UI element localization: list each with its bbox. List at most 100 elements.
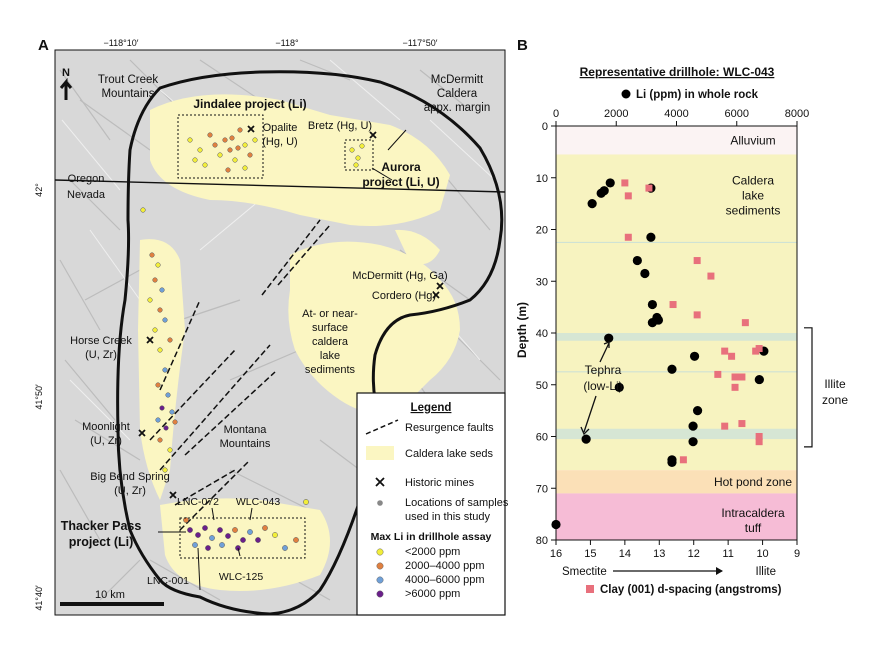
aurora-samples: [349, 143, 365, 168]
illite-zone-bracket: Illite zone: [804, 327, 848, 448]
bottom-tick-label: 16: [550, 548, 562, 560]
top-tick-label: 6000: [725, 108, 749, 120]
caldera-lake-seds: [138, 94, 460, 591]
clay-point: [693, 257, 701, 265]
illite-label-1: Illite: [824, 377, 846, 391]
tephra-label-1: Tephra: [585, 363, 622, 377]
mcdermitt-caldera-label-1: McDermitt: [431, 74, 484, 86]
legend-li-classes: <2000 ppm 2000–4000 ppm 4000–6000 ppm >6000…: [376, 546, 485, 600]
left-tick-1: 42°: [34, 183, 44, 197]
top-tick-3: −117°50′: [403, 38, 438, 48]
clay-point: [721, 422, 729, 430]
zone-label: Caldera: [732, 173, 774, 187]
lnc001-label: LNC-001: [147, 575, 189, 587]
li-point: [581, 434, 591, 444]
y-tick-label: 50: [536, 380, 548, 392]
tephra-arrow-down: [583, 395, 597, 433]
montana-label-2: Mountains: [220, 438, 271, 450]
zone-label: sediments: [726, 203, 781, 217]
panel-b-label: B: [517, 37, 528, 54]
top-tick-label: 2000: [604, 108, 628, 120]
axes: 0 10 20 30 40 50 60 70 80 0 2000 4000 6000 8000 16 15 14…: [536, 108, 809, 560]
tephra-band: [556, 333, 797, 341]
bottom-tick-label: 15: [584, 548, 596, 560]
illite-label-2: zone: [822, 393, 848, 407]
smectite-label: Smectite: [562, 566, 607, 578]
bottom-tick-label: 12: [688, 548, 700, 560]
y-axis-label: Depth (m): [515, 302, 529, 358]
tephra-annotation: Tephra (low-Li): [580, 341, 623, 436]
zone-band: [556, 126, 797, 155]
legend-lake-swatch: [366, 446, 394, 460]
clay-legend: Clay (001) d-spacing (angstroms): [600, 584, 782, 596]
clay-point: [755, 433, 763, 440]
y-tick-label: 30: [536, 276, 548, 288]
clay-point: [738, 420, 746, 428]
bottom-tick-label: 9: [794, 548, 800, 560]
tephra-label-2: (low-Li): [583, 379, 622, 393]
nevada-label: Nevada: [67, 189, 106, 201]
bottom-tick-label: 10: [756, 548, 768, 560]
legend-faults: Resurgence faults: [405, 422, 494, 434]
zone-label: tuff: [745, 521, 762, 535]
clay-point: [755, 345, 763, 353]
legend-lake: Caldera lake seds: [405, 448, 494, 460]
li-point: [646, 232, 656, 242]
clay-point: [728, 352, 736, 360]
horse-creek-label-2: (U, Zr): [85, 349, 117, 361]
legend-class-label: 2000–4000 ppm: [405, 560, 485, 572]
li-legend: Li (ppm) in whole rock: [636, 89, 759, 101]
illite-bracket-line: [804, 327, 813, 448]
wlc125-label: WLC-125: [219, 571, 264, 583]
panel-b: B Representative drillhole: WLC-043 Li (…: [515, 37, 848, 596]
li-point: [604, 333, 614, 343]
clay-point: [624, 192, 632, 200]
lake-seds-label-3: caldera: [312, 336, 349, 348]
thacker-samples: [183, 499, 309, 551]
north-arrow-icon: N: [59, 67, 73, 100]
trout-creek-label-2: Mountains: [101, 88, 154, 100]
jindalee-samples: [187, 127, 258, 173]
horse-creek-mine-icon: [146, 336, 154, 344]
top-tick-label: 4000: [664, 108, 688, 120]
legend-title: Legend: [411, 402, 452, 414]
zone-label: lake: [742, 188, 764, 202]
thacker-label-2: project (Li): [69, 535, 134, 549]
zone-label: Intracaldera: [721, 506, 785, 520]
big-bend-mine-icon: [169, 491, 177, 499]
clay-point: [741, 319, 749, 327]
aurora-label-1: Aurora: [381, 160, 421, 174]
zone-label: Alluvium: [730, 133, 775, 147]
clay-point: [693, 311, 701, 319]
li-point: [667, 364, 677, 374]
clay-point: [679, 456, 687, 464]
legend-class-label: 4000–6000 ppm: [405, 574, 485, 586]
clay-point: [755, 438, 763, 446]
thacker-box: [179, 517, 306, 559]
bretz-mine-icon: [369, 131, 377, 139]
clay-point: [669, 301, 677, 309]
li-point: [667, 457, 677, 467]
li-point: [689, 351, 700, 361]
lake-seds-label-5: sediments: [305, 364, 356, 376]
y-tick-label: 0: [542, 121, 548, 133]
legend-class-marker: [376, 590, 384, 598]
y-tick-label: 10: [536, 173, 548, 185]
drillhole-title: Representative drillhole: WLC-043: [580, 65, 775, 79]
lake-seds-label-4: lake: [320, 350, 340, 362]
tephra-band: [556, 428, 797, 440]
left-tick-3: 41°40′: [34, 585, 44, 611]
map-body: N Trout Creek Mountains McDermitt Calder…: [55, 50, 505, 615]
clay-point: [731, 373, 739, 381]
clay-point: [707, 272, 715, 280]
north-label: N: [62, 67, 70, 79]
li-point: [605, 178, 615, 188]
big-bend-label-1: Big Bend Spring: [90, 471, 170, 483]
y-tick-label: 80: [536, 535, 548, 547]
clay-point: [714, 370, 722, 378]
lnc072-label: LNC-072: [177, 496, 219, 508]
mcdermitt-mine-icon: [436, 282, 444, 290]
legend-class-marker: [376, 576, 384, 584]
li-point: [632, 255, 642, 266]
